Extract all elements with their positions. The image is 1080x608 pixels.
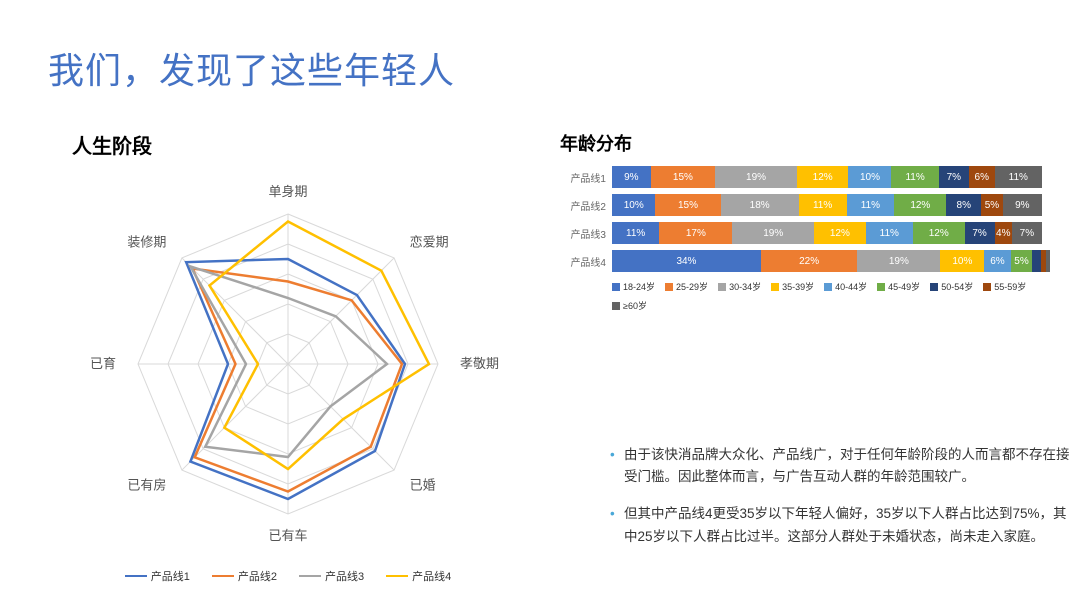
radar-legend: 产品线1 产品线2 产品线3 产品线4 (48, 568, 528, 584)
age-bar-segment: 18% (721, 194, 799, 216)
age-legend: 18-24岁 25-29岁 30-34岁 35-39岁 40-44岁 45-49岁 50-5… (612, 280, 1050, 312)
age-bar-segment (1046, 250, 1050, 272)
radar-title: 人生阶段 (72, 130, 528, 159)
age-legend-item: 50-54岁 (930, 280, 973, 293)
svg-text:孝敬期: 孝敬期 (460, 356, 499, 371)
age-legend-item: 55-59岁 (983, 280, 1026, 293)
age-bar-row: 产品线210%15%18%11%11%12%8%5%9% (560, 194, 1050, 216)
age-bar-row: 产品线311%17%19%12%11%12%7%4%7% (560, 222, 1050, 244)
age-bar-segment: 7% (1012, 222, 1042, 244)
age-legend-item: 30-34岁 (718, 280, 761, 293)
age-legend-item: ≥60岁 (612, 299, 647, 312)
age-bar-row: 产品线19%15%19%12%10%11%7%6%11% (560, 166, 1050, 188)
age-bars: 产品线19%15%19%12%10%11%7%6%11%产品线210%15%18… (560, 166, 1050, 272)
age-bar-segment: 19% (857, 250, 940, 272)
age-bar-segment: 17% (659, 222, 732, 244)
age-bar-segment: 34% (612, 250, 761, 272)
svg-text:装修期: 装修期 (127, 234, 166, 249)
svg-text:已婚: 已婚 (410, 478, 436, 493)
age-bar-segment: 7% (939, 166, 969, 188)
bullet-item: 由于该快消品牌大众化、产品线广，对于任何年龄阶段的人而言都不存在接受门槛。因此整… (610, 444, 1080, 490)
radar-chart: 单身期恋爱期孝敬期已婚已有车 已有房 已育 装修期 (48, 159, 528, 559)
age-title: 年龄分布 (560, 130, 1050, 156)
age-bar-segment: 11% (891, 166, 938, 188)
age-bar-segment: 10% (848, 166, 891, 188)
age-bar: 11%17%19%12%11%12%7%4%7% (612, 222, 1042, 244)
age-bar-segment: 12% (797, 166, 849, 188)
bullet-item: 但其中产品线4更受35岁以下年轻人偏好，35岁以下人群占比达到75%，其中25岁… (610, 503, 1080, 549)
age-bar: 34%22%19%10%6%5% (612, 250, 1050, 272)
age-bar-segment: 15% (651, 166, 716, 188)
age-bar-segment: 12% (894, 194, 946, 216)
radar-legend-item: 产品线4 (386, 568, 451, 584)
svg-text:已有车: 已有车 (268, 528, 307, 543)
age-bar-segment: 22% (761, 250, 857, 272)
age-bar-segment: 11% (995, 166, 1042, 188)
age-bar-segment: 7% (965, 222, 995, 244)
radar-legend-item: 产品线3 (299, 568, 364, 584)
slide-title: 我们，发现了这些年轻人 (48, 42, 455, 94)
svg-text:已育: 已育 (90, 356, 116, 371)
age-bar: 9%15%19%12%10%11%7%6%11% (612, 166, 1042, 188)
age-row-label: 产品线1 (560, 170, 612, 185)
age-bar-segment: 10% (940, 250, 984, 272)
age-bar-segment: 11% (799, 194, 847, 216)
age-bar-segment: 6% (984, 250, 1010, 272)
age-chart-block: 年龄分布 产品线19%15%19%12%10%11%7%6%11%产品线210%… (560, 130, 1050, 312)
age-bar-segment: 11% (847, 194, 895, 216)
age-bar: 10%15%18%11%11%12%8%5%9% (612, 194, 1042, 216)
age-bar-segment: 19% (732, 222, 814, 244)
svg-text:单身期: 单身期 (268, 184, 307, 199)
age-bar-segment: 15% (655, 194, 720, 216)
age-bar-segment: 5% (1011, 250, 1033, 272)
age-bar-row: 产品线434%22%19%10%6%5% (560, 250, 1050, 272)
radar-chart-block: 人生阶段 单身期恋爱期孝敬期已婚已有车 已有房 已育 装修期 产品线1 产品线2 产品线3… (48, 130, 528, 584)
age-row-label: 产品线4 (560, 254, 612, 269)
age-bar-segment: 9% (612, 166, 651, 188)
age-bar-segment: 11% (612, 222, 659, 244)
age-bar-segment: 19% (715, 166, 797, 188)
radar-legend-item: 产品线1 (125, 568, 190, 584)
bullet-list: 由于该快消品牌大众化、产品线广，对于任何年龄阶段的人而言都不存在接受门槛。因此整… (570, 444, 1080, 564)
age-bar-segment: 10% (612, 194, 655, 216)
age-row-label: 产品线3 (560, 226, 612, 241)
age-bar-segment: 4% (995, 222, 1012, 244)
age-legend-item: 40-44岁 (824, 280, 867, 293)
age-legend-item: 18-24岁 (612, 280, 655, 293)
age-bar-segment: 12% (913, 222, 965, 244)
age-legend-item: 25-29岁 (665, 280, 708, 293)
age-bar-segment: 9% (1003, 194, 1042, 216)
age-row-label: 产品线2 (560, 198, 612, 213)
age-legend-item: 35-39岁 (771, 280, 814, 293)
radar-legend-item: 产品线2 (212, 568, 277, 584)
age-bar-segment: 6% (969, 166, 995, 188)
svg-text:已有房: 已有房 (127, 478, 166, 493)
age-legend-item: 45-49岁 (877, 280, 920, 293)
age-bar-segment: 11% (866, 222, 913, 244)
age-bar-segment: 8% (946, 194, 981, 216)
age-bar-segment: 5% (981, 194, 1003, 216)
svg-text:恋爱期: 恋爱期 (410, 234, 449, 249)
age-bar-segment (1032, 250, 1041, 272)
age-bar-segment: 12% (814, 222, 866, 244)
